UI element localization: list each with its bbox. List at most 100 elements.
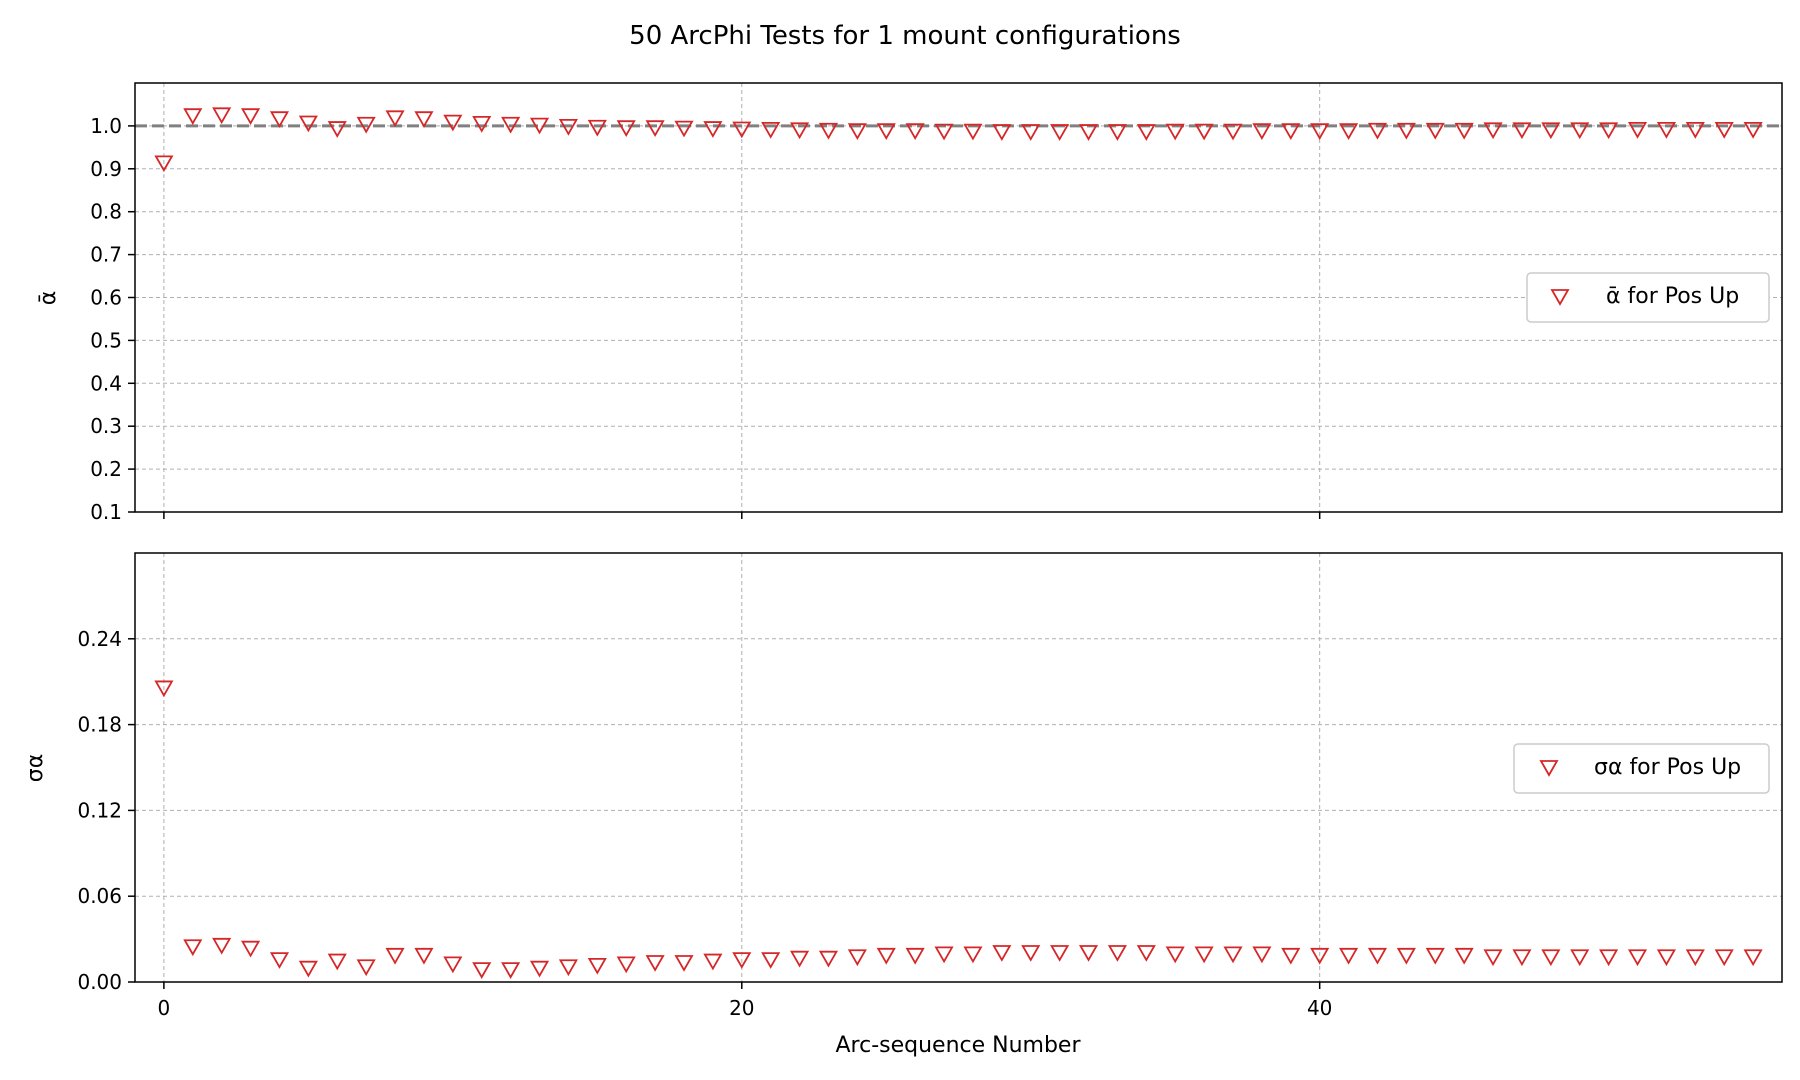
alpha-bar-y-tick-label: 0.6 (90, 286, 122, 310)
alpha-bar-data-point (1223, 123, 1243, 141)
sigma-alpha-data-point (443, 956, 463, 974)
alpha-bar-data-point (1021, 124, 1041, 141)
sigma-alpha-x-ticks: 0 20 40 (158, 982, 1332, 1020)
alpha-bar-data-point (385, 110, 405, 128)
alpha-bar-data-point (587, 119, 607, 137)
alpha-bar-data-point (1541, 122, 1561, 140)
sigma-alpha-data-point (703, 953, 723, 971)
sigma-alpha-y-tick-label: 0.00 (77, 970, 122, 994)
sigma-alpha-data-point (356, 959, 376, 977)
sigma-alpha-legend-label: σα for Pos Up (1594, 755, 1741, 780)
figure-title: 50 ArcPhi Tests for 1 mount configuratio… (629, 21, 1181, 51)
alpha-bar-data-point (154, 155, 174, 173)
sigma-alpha-data-point (327, 953, 347, 971)
alpha-bar-data-point (1339, 123, 1359, 141)
alpha-bar-data-point (1281, 123, 1301, 141)
sigma-alpha-data-point (1107, 945, 1127, 962)
sigma-alpha-legend-box (1513, 743, 1770, 794)
alpha-bar-data-point (212, 107, 232, 125)
alpha-bar-y-tick-label: 0.4 (90, 371, 122, 395)
alpha-bar-y-ticks: 0.1 0.2 0.3 0.4 0.5 0.6 0.7 0.8 0.9 1.0 (90, 114, 135, 524)
alpha-bar-legend-box (1526, 272, 1770, 323)
alpha-bar-data-point (934, 123, 954, 141)
alpha-bar-data-point (818, 122, 839, 140)
alpha-bar-data-point (732, 121, 752, 139)
alpha-bar-data-point (443, 114, 463, 132)
alpha-bar-data-point (472, 115, 492, 133)
alpha-bar-y-tick-label: 1.0 (90, 114, 122, 138)
alpha-bar-legend: ᾱ for Pos Up (1526, 272, 1770, 323)
sigma-alpha-data-point (414, 947, 434, 965)
alpha-bar-data-point (1483, 122, 1503, 140)
sigma-alpha-legend-marker (1539, 760, 1559, 777)
alpha-bar-legend-marker (1550, 289, 1570, 306)
sigma-alpha-data-point (1050, 945, 1070, 962)
sigma-alpha-panel: 0.00 0.06 0.12 0.18 0.24 0 20 40 σα Arc-sequen… (23, 552, 1783, 1058)
sigma-alpha-data-point (1223, 946, 1243, 964)
sigma-alpha-x-tick-label: 40 (1307, 996, 1332, 1020)
alpha-bar-x-ticks (163, 512, 1321, 519)
sigma-alpha-data-point (616, 956, 636, 974)
alpha-bar-data-point (1656, 122, 1676, 139)
sigma-alpha-y-ticks: 0.00 0.06 0.12 0.18 0.24 (77, 627, 135, 994)
alpha-bar-y-tick-label: 0.9 (90, 157, 122, 181)
alpha-bar-data-point (1194, 123, 1214, 141)
alpha-bar-data-point (1310, 123, 1330, 141)
alpha-bar-data-point (183, 108, 203, 125)
alpha-bar-data-point (529, 117, 550, 135)
alpha-bar-data-point (963, 123, 983, 141)
sigma-alpha-data-point (1512, 949, 1532, 967)
alpha-bar-y-tick-label: 0.8 (90, 200, 122, 224)
sigma-alpha-y-tick-label: 0.18 (77, 713, 122, 737)
sigma-alpha-data-point (818, 950, 839, 968)
alpha-bar-y-tick-label: 0.5 (90, 328, 122, 352)
sigma-alpha-data-point (1483, 949, 1503, 967)
sigma-alpha-y-tick-label: 0.06 (77, 884, 122, 908)
alpha-bar-data-point (616, 120, 636, 138)
alpha-bar-y-tick-label: 0.1 (90, 500, 122, 524)
sigma-alpha-data-point (847, 949, 867, 967)
alpha-bar-data-point (847, 123, 867, 141)
alpha-bar-data-point (1570, 122, 1590, 140)
sigma-alpha-data-point (1454, 947, 1474, 965)
alpha-bar-data-point (1367, 122, 1388, 140)
alpha-bar-data-point (674, 120, 694, 138)
sigma-alpha-data-point (1310, 947, 1330, 965)
alpha-bar-data-point (1396, 122, 1416, 140)
alpha-bar-data-point (558, 119, 578, 136)
sigma-alpha-y-tick-label: 0.12 (77, 798, 122, 822)
sigma-alpha-frame (134, 552, 1783, 983)
sigma-alpha-data-point (1252, 946, 1272, 964)
alpha-bar-data-point (761, 122, 781, 139)
alpha-bar-data-point (992, 124, 1012, 141)
sigma-alpha-data-point (1078, 945, 1099, 962)
sigma-alpha-data-point (790, 950, 810, 968)
sigma-alpha-data-point (1685, 949, 1705, 967)
sigma-alpha-data-point (558, 959, 578, 977)
sigma-alpha-data-point (1541, 949, 1561, 967)
sigma-alpha-data-point (963, 946, 983, 964)
sigma-alpha-data-point (645, 955, 665, 972)
sigma-alpha-data-point (1281, 947, 1301, 965)
sigma-alpha-data-point (1570, 949, 1590, 967)
sigma-alpha-data-point (1339, 947, 1359, 965)
alpha-bar-data-point (790, 122, 810, 140)
alpha-bar-panel: 0.1 0.2 0.3 0.4 0.5 0.6 0.7 0.8 0.9 1.0 ᾱ ᾱ for P… (36, 82, 1783, 524)
alpha-bar-data-point (1454, 122, 1474, 140)
sigma-alpha-y-tick-label: 0.24 (77, 627, 122, 651)
sigma-alpha-data-point (183, 939, 203, 957)
alpha-bar-y-tick-label: 0.3 (90, 414, 122, 438)
alpha-bar-series (154, 107, 1763, 173)
alpha-bar-data-point (1078, 124, 1099, 141)
sigma-alpha-data-point (472, 962, 492, 979)
alpha-bar-data-point (1425, 122, 1445, 140)
alpha-bar-data-point (269, 111, 290, 128)
sigma-alpha-data-point (298, 960, 318, 978)
sigma-alpha-x-tick-label: 0 (158, 996, 171, 1020)
sigma-alpha-series (154, 680, 1763, 979)
sigma-alpha-data-point (905, 947, 925, 965)
alpha-bar-data-point (1685, 122, 1705, 139)
alpha-bar-data-point (1599, 122, 1619, 140)
alpha-bar-data-point (327, 121, 347, 138)
